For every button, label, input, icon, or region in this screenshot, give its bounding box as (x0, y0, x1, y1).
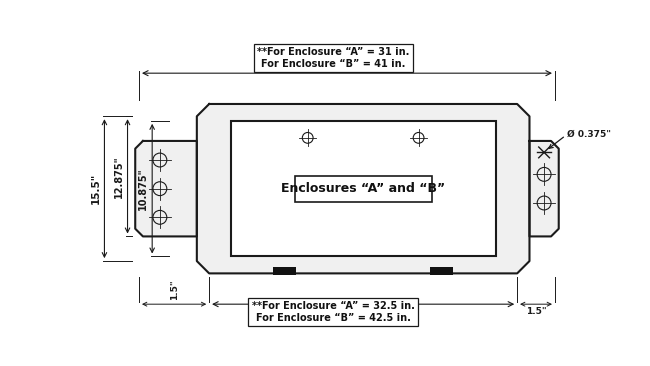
Text: 15.5": 15.5" (90, 173, 101, 204)
Bar (231, 121, 495, 257)
FancyBboxPatch shape (294, 176, 432, 202)
Text: **For Enclosure “A” = 31 in.
For Enclosure “B” = 41 in.: **For Enclosure “A” = 31 in. For Enclosu… (257, 47, 410, 68)
Bar (273, 267, 296, 275)
Text: Ø 0.375": Ø 0.375" (567, 130, 611, 138)
Text: Enclosures “A” and “B”: Enclosures “A” and “B” (281, 182, 445, 195)
Text: C*: C* (356, 307, 370, 320)
Text: 10.875": 10.875" (138, 167, 148, 210)
Polygon shape (197, 104, 530, 273)
Text: 1.5": 1.5" (526, 307, 547, 316)
Polygon shape (530, 141, 559, 236)
Text: 1.5": 1.5" (170, 280, 179, 300)
Text: 12.875": 12.875" (114, 155, 124, 198)
Text: D**: D** (336, 57, 358, 70)
Polygon shape (135, 141, 197, 236)
Bar (430, 267, 453, 275)
Text: **For Enclosure “A” = 32.5 in.
For Enclosure “B” = 42.5 in.: **For Enclosure “A” = 32.5 in. For Enclo… (252, 301, 415, 323)
